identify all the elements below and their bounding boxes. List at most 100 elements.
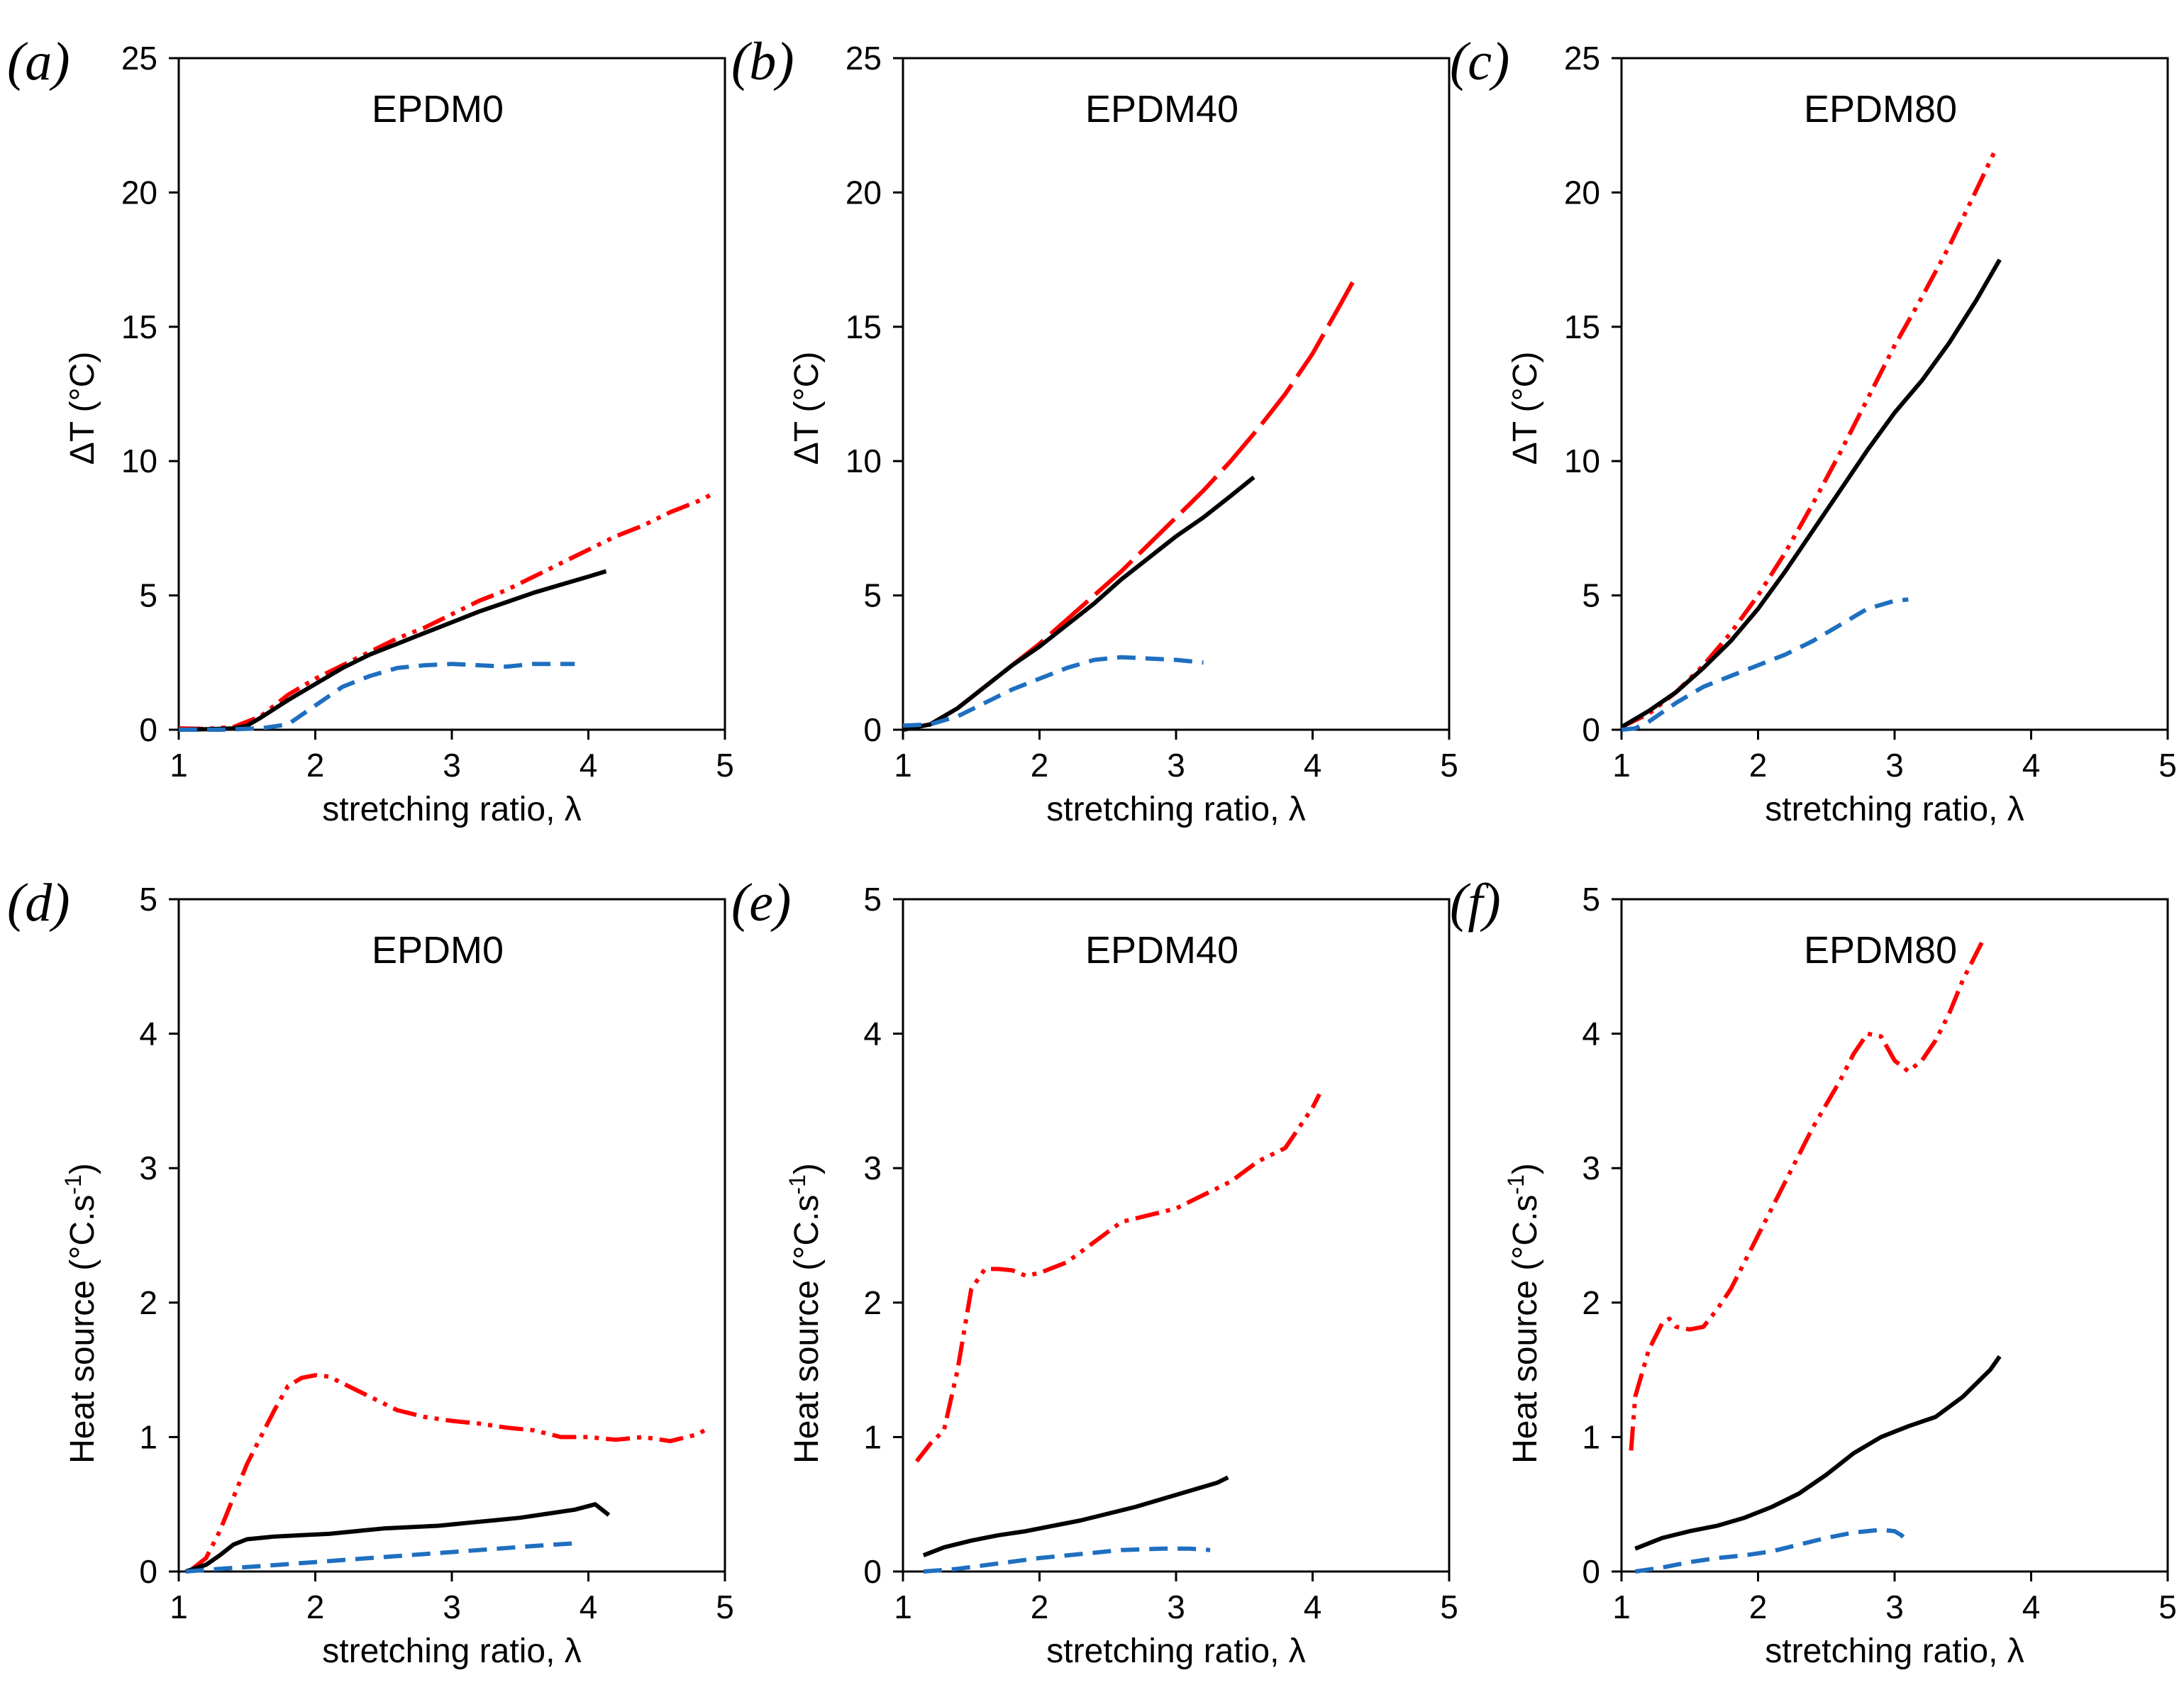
x-tick-label: 1 [894,1589,912,1625]
x-tick-label: 2 [306,1589,325,1625]
series-line-dashed [185,1541,575,1574]
x-tick-label: 1 [1612,1589,1631,1625]
x-tick-label: 3 [1885,747,1904,784]
series-line-dashed [902,655,1204,728]
series-line-dashdotdot [914,1093,1321,1463]
y-axis-title-superscript: -1 [1503,1174,1529,1194]
y-axis-title: Heat source (°C.s-1) [60,1163,101,1464]
y-axis-title-text: ΔT (°C) [788,352,826,465]
plot-frame [1620,898,2169,1573]
series-line-solid [178,569,607,732]
panel-title: EPDM80 [1804,88,1957,130]
x-tick-label: 4 [580,747,598,784]
y-tick-label: 3 [863,1150,882,1186]
y-tick-label: 3 [1582,1150,1600,1186]
y-axis-title-text: Heat source (°C.s [788,1195,826,1464]
x-tick-label: 3 [1167,1589,1185,1625]
series-line-dashdotdot [178,491,715,731]
x-tick-label: 4 [2022,747,2041,784]
y-axis-title-superscript: -1 [60,1174,86,1194]
panel-c: 1 2 3 4 5 0 5 10 15 20 25 stretching ratio, λ ΔT (°C… [1450,32,2177,828]
y-tick-label: 0 [1582,1553,1600,1590]
panel-a: 1 2 3 4 5 0 5 10 15 20 25 stretching ratio, λ ΔT (°C… [7,32,734,828]
x-tick-label: 2 [306,747,325,784]
y-tick-label: 5 [863,577,882,614]
panel-letter: (a) [7,32,70,91]
x-tick-label: 4 [580,1589,598,1625]
y-axis-title-text: Heat source (°C.s [64,1195,101,1464]
y-axis-title: ΔT (°C) [788,352,826,465]
plot-frame [902,898,1451,1573]
x-tick-label: 2 [1749,747,1768,784]
y-axis-title: Heat source (°C.s-1) [785,1163,826,1464]
series-line-solid [184,1502,611,1574]
y-tick-label: 0 [139,1553,157,1590]
y-tick-label: 1 [863,1418,882,1455]
panel-title: EPDM40 [1085,929,1238,972]
y-tick-label: 2 [863,1284,882,1321]
x-tick-label: 1 [1612,747,1631,784]
y-tick-label: 5 [139,577,157,614]
series-line-dashed [1621,597,1909,732]
panel-b: 1 2 3 4 5 0 5 10 15 20 25 stretching ratio, λ ΔT (°C… [731,32,1458,828]
x-tick-label: 5 [2158,747,2177,784]
panel-letter: (e) [731,873,791,933]
y-tick-label: 2 [1582,1284,1600,1321]
y-tick-label: 0 [1582,711,1600,748]
panel-title: EPDM80 [1804,929,1957,972]
x-axis-title: stretching ratio, λ [1765,1633,2024,1670]
y-tick-label: 4 [863,1016,882,1052]
y-axis-title-superscript: -1 [785,1174,810,1194]
series-line-dashed [179,662,575,732]
plot-frame [902,57,1451,731]
series-line-dashdotdot [191,1373,706,1571]
series-line-solid [922,1475,1229,1557]
series-line-solid [902,475,1255,732]
y-axis-title-end: ) [788,1163,826,1174]
x-tick-label: 1 [170,747,188,784]
y-tick-label: 4 [139,1016,157,1052]
y-tick-label: 10 [1564,443,1600,479]
panel-title: EPDM0 [372,929,504,972]
x-tick-label: 5 [716,1589,734,1625]
y-tick-label: 0 [139,711,157,748]
x-axis-title: stretching ratio, λ [322,1633,581,1670]
y-tick-label: 15 [846,308,882,345]
panel-letter: (d) [7,873,70,933]
y-tick-label: 25 [121,40,157,77]
panel-letter: (f) [1450,873,1501,933]
x-tick-label: 5 [1440,1589,1458,1625]
x-tick-label: 2 [1031,747,1049,784]
x-axis-title: stretching ratio, λ [1765,791,2024,828]
plot-frame [1620,57,2169,731]
y-tick-label: 2 [139,1284,157,1321]
y-axis-title: ΔT (°C) [64,352,101,465]
series-line-solid [1620,258,2002,729]
y-tick-label: 1 [1582,1418,1600,1455]
series-line-dashed [923,1546,1211,1574]
y-tick-label: 25 [1564,40,1600,77]
x-tick-label: 4 [2022,1589,2041,1625]
x-tick-label: 5 [1440,747,1458,784]
y-tick-label: 20 [121,174,157,211]
y-axis-title-end: ) [1507,1163,1544,1174]
y-tick-label: 5 [139,881,157,918]
x-tick-label: 5 [716,747,734,784]
series-line-dashdotdot [1620,151,1997,729]
y-tick-label: 25 [846,40,882,77]
x-axis-title: stretching ratio, λ [1046,791,1305,828]
y-tick-label: 10 [121,443,157,479]
y-tick-label: 20 [1564,174,1600,211]
y-tick-label: 20 [846,174,882,211]
y-tick-label: 5 [1582,577,1600,614]
y-tick-label: 5 [863,881,882,918]
x-axis-title: stretching ratio, λ [1046,1633,1305,1670]
y-tick-label: 4 [1582,1016,1600,1052]
x-tick-label: 2 [1749,1589,1768,1625]
series-line-dashdotdot [1629,938,1985,1451]
plot-frame [177,898,726,1573]
x-tick-label: 2 [1031,1589,1049,1625]
